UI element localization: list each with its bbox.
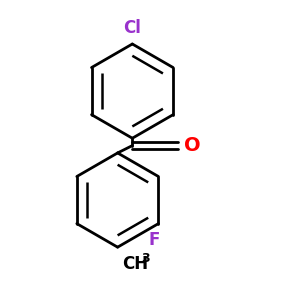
Text: CH: CH	[122, 254, 148, 272]
Text: O: O	[184, 136, 201, 155]
Text: Cl: Cl	[123, 19, 141, 37]
Text: F: F	[148, 231, 160, 249]
Text: 3: 3	[141, 252, 150, 265]
